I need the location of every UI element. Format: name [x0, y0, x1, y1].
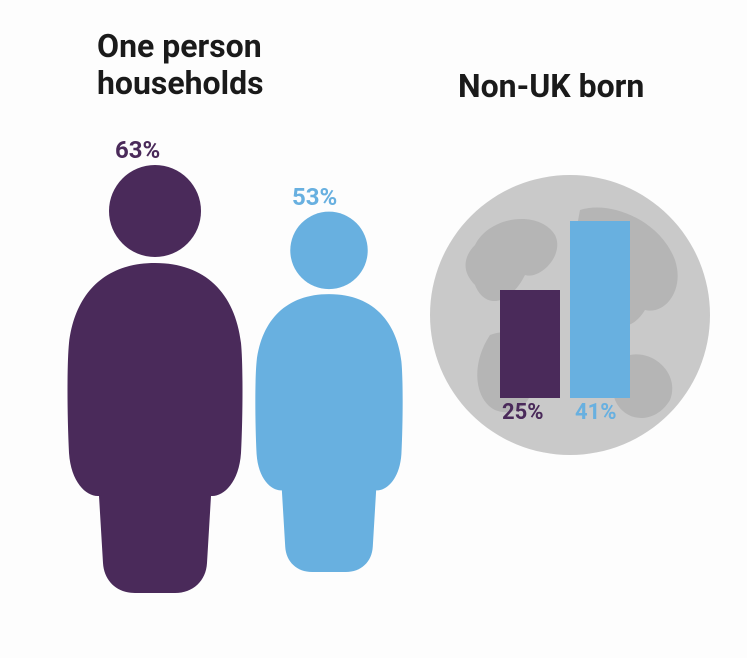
- blue-bar-label: 41%: [575, 400, 617, 425]
- blue-person-label: 53%: [292, 183, 337, 211]
- blue-person-icon: [253, 210, 405, 572]
- title-one-person-households: One personhouseholds: [97, 28, 264, 102]
- purple-person-label: 63%: [115, 136, 160, 164]
- purple-bar: [500, 290, 560, 398]
- infographic-root: One personhouseholds Non-UK born 63% 53%…: [0, 0, 747, 658]
- title-non-uk-born: Non-UK born: [458, 68, 644, 105]
- blue-bar: [570, 221, 630, 398]
- purple-bar-label: 25%: [502, 400, 544, 425]
- purple-person-icon: [65, 163, 245, 593]
